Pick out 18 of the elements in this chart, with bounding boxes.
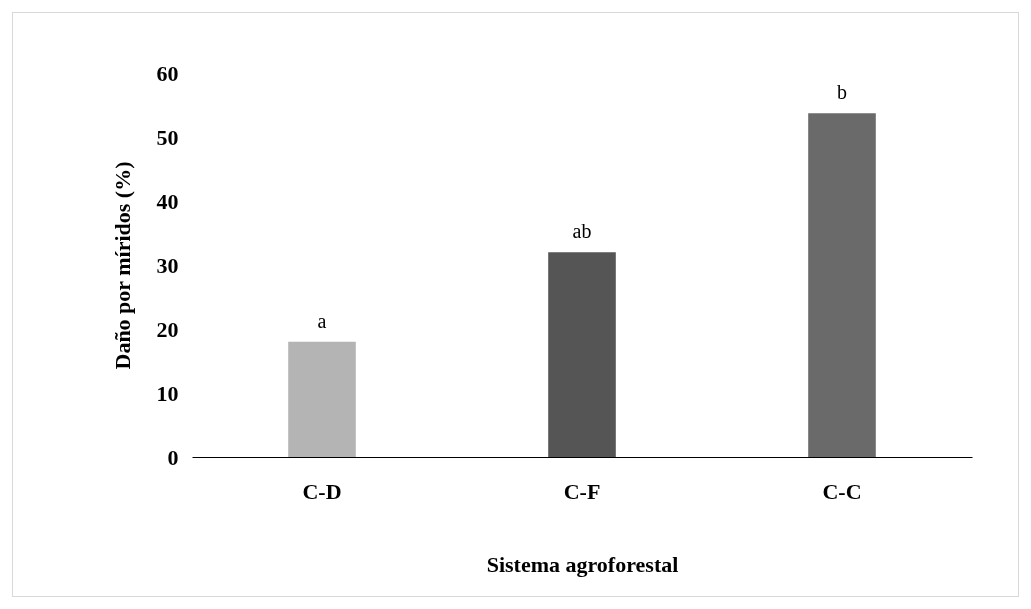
bar <box>808 113 876 457</box>
y-tick-label: 30 <box>156 252 179 278</box>
x-tick-label: C-D <box>302 478 342 504</box>
annotation: ab <box>572 220 592 243</box>
y-tick-label: 40 <box>156 188 179 214</box>
y-tick-label: 60 <box>156 60 179 86</box>
y-axis-title: Daño por míridos (%) <box>109 161 135 370</box>
x-tick-label: C-F <box>563 478 601 504</box>
annotation: a <box>317 309 327 332</box>
y-tick-label: 20 <box>156 316 179 342</box>
annotation: b <box>837 81 847 104</box>
x-axis-title: Sistema agroforestal <box>486 551 679 577</box>
bar <box>288 341 356 457</box>
x-tick-label: C-C <box>822 478 862 504</box>
y-tick-label: 50 <box>156 124 179 150</box>
y-tick-label: 10 <box>156 380 179 406</box>
bar <box>548 252 616 457</box>
y-tick-label: 0 <box>167 444 179 470</box>
